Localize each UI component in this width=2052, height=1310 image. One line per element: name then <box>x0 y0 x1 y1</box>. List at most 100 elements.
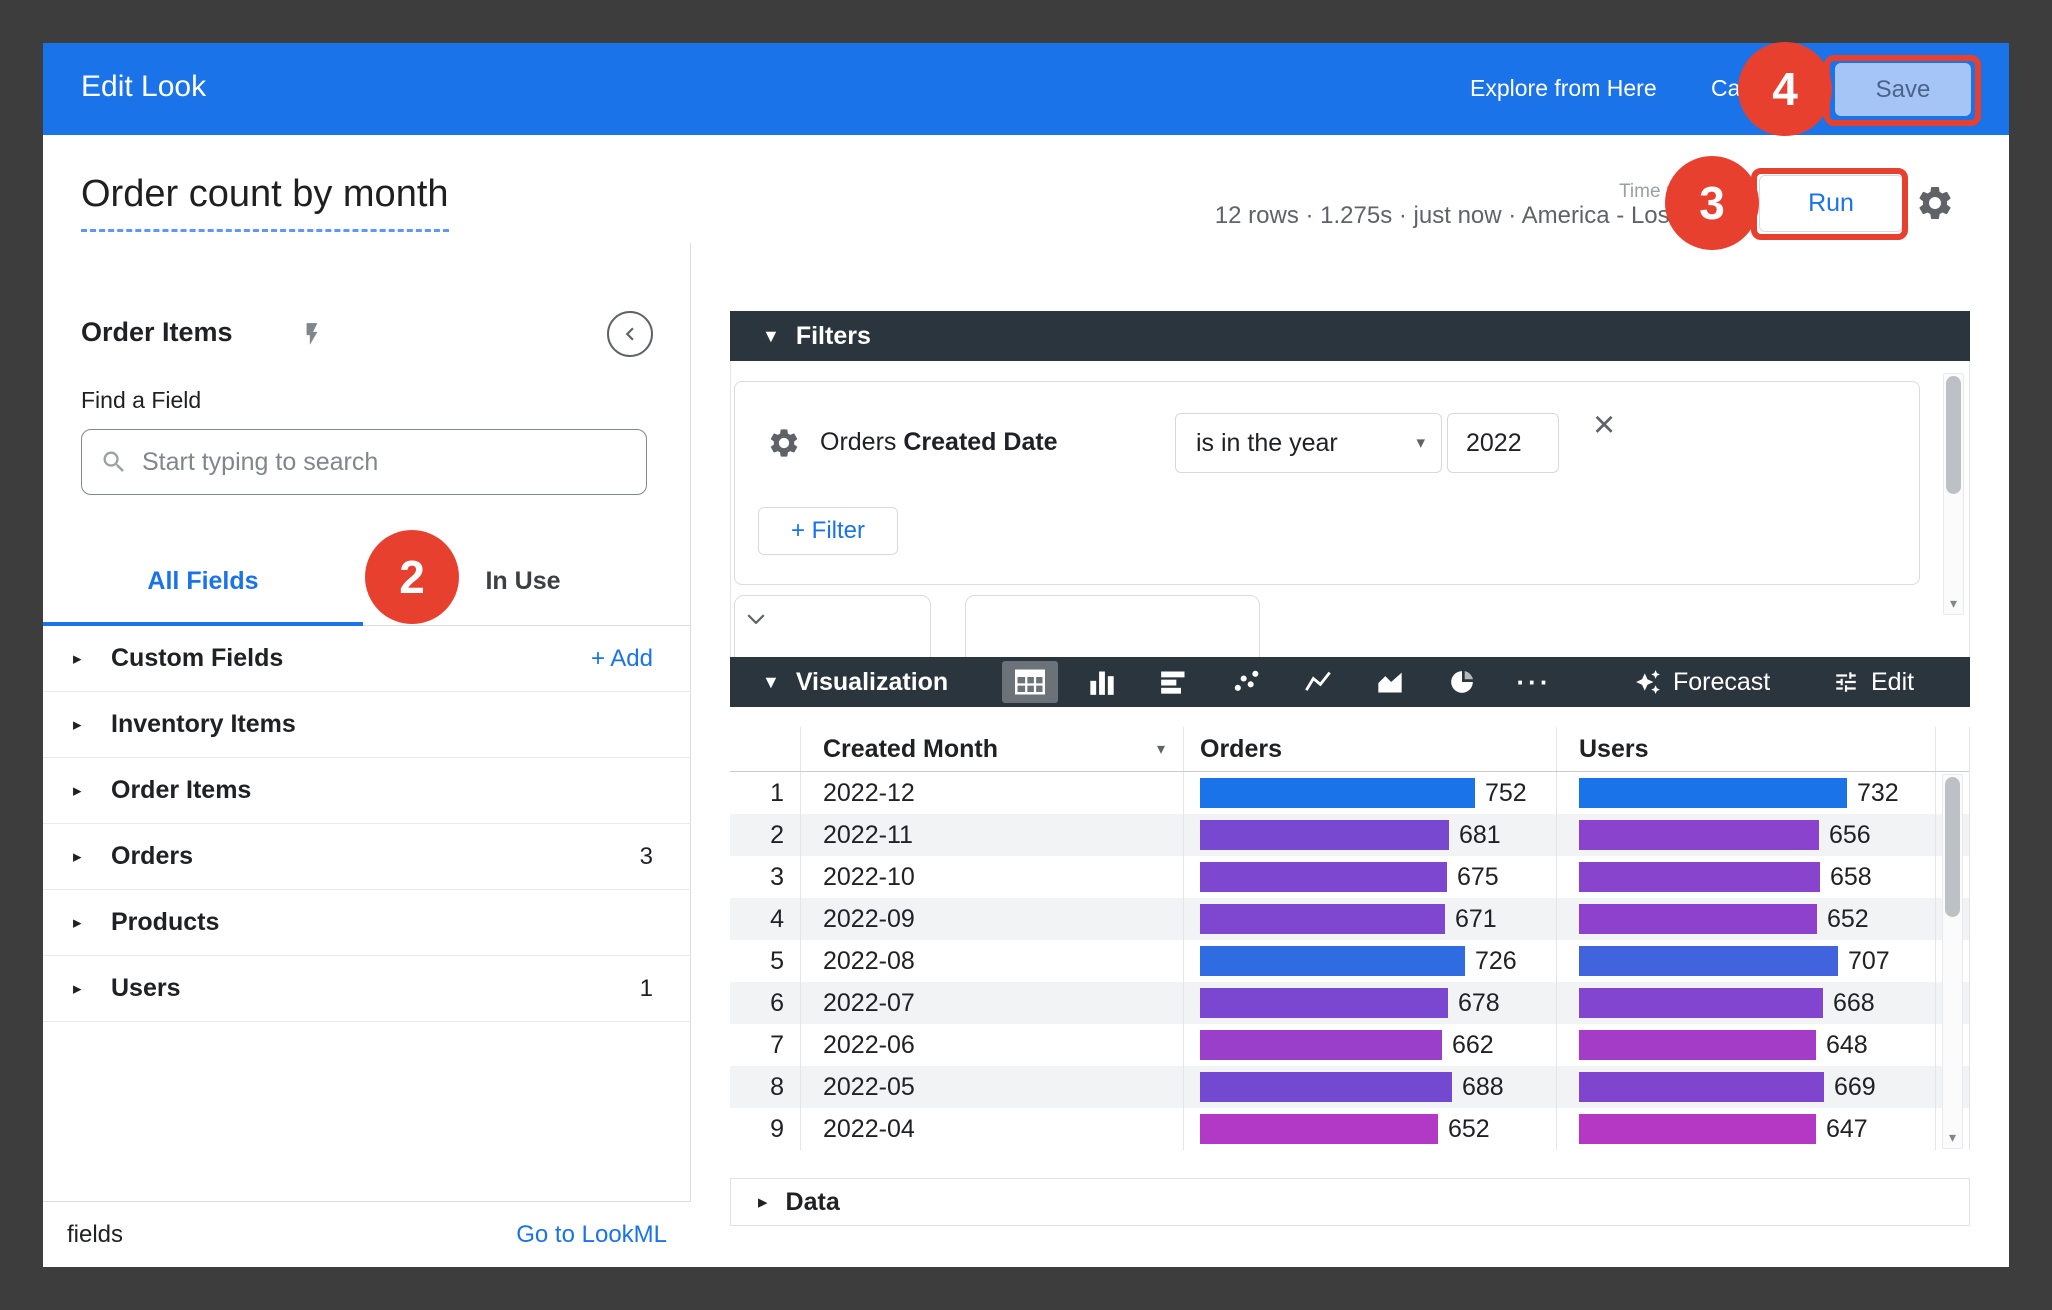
clipped-filter-pill-1[interactable] <box>734 595 931 657</box>
orders-value: 688 <box>1462 1072 1504 1101</box>
orders-bar <box>1200 862 1447 892</box>
cell-orders: 752 <box>1184 772 1557 814</box>
add-custom-field-button[interactable]: + Add <box>590 644 653 672</box>
clipped-filter-pill-2[interactable] <box>965 595 1260 657</box>
sparkle-icon <box>1636 670 1660 694</box>
sidebar-field-group-inventory-items[interactable]: ▸ Inventory Items <box>43 692 691 758</box>
field-search-input[interactable] <box>142 447 628 477</box>
area-chart-icon[interactable] <box>1362 661 1418 703</box>
orders-bar <box>1200 1072 1452 1102</box>
pie-chart-icon[interactable] <box>1434 661 1490 703</box>
go-to-lookml-link[interactable]: Go to LookML <box>516 1220 667 1248</box>
scrollbar-thumb[interactable] <box>1946 376 1961 494</box>
cell-users: 668 <box>1557 982 1936 1024</box>
orders-bar <box>1200 988 1448 1018</box>
table-row[interactable]: 4 2022-09 671 652 <box>730 898 1969 940</box>
filter-value-input[interactable] <box>1447 413 1559 473</box>
sidebar-field-group-order-items[interactable]: ▸ Order Items <box>43 758 691 824</box>
table-row[interactable]: 5 2022-08 726 707 <box>730 940 1969 982</box>
cell-orders: 652 <box>1184 1108 1557 1150</box>
edit-look-window: Edit Look Explore from Here Cancel Save … <box>43 43 2009 1267</box>
table-chart-icon[interactable] <box>1002 661 1058 703</box>
lightning-bolt-icon <box>299 319 325 349</box>
look-title[interactable]: Order count by month <box>81 173 449 232</box>
filters-section-header[interactable]: ▼ Filters <box>730 311 1970 361</box>
cell-created-month: 2022-10 <box>801 856 1184 898</box>
users-value: 668 <box>1833 988 1875 1017</box>
scrollbar-down-arrow[interactable]: ▾ <box>1948 1129 1957 1145</box>
orders-bar <box>1200 1030 1442 1060</box>
table-row[interactable]: 9 2022-04 652 647 <box>730 1108 1969 1150</box>
visualization-section-header[interactable]: ▼ Visualization ··· <box>730 657 1970 707</box>
users-bar <box>1579 1114 1816 1144</box>
table-scrollbar[interactable]: ▾ <box>1942 774 1963 1149</box>
orders-value: 652 <box>1448 1114 1490 1143</box>
filter-row-box: Orders Created Date is in the year ▾ × +… <box>734 381 1920 585</box>
remove-filter-icon[interactable]: × <box>1593 404 1616 446</box>
cell-orders: 678 <box>1184 982 1557 1024</box>
save-button[interactable]: Save <box>1835 63 1971 116</box>
explore-view-title: Order Items <box>81 317 233 347</box>
filter-gear-icon[interactable] <box>767 426 801 460</box>
scatterplot-icon[interactable] <box>1218 661 1274 703</box>
bar-chart-icon[interactable] <box>1146 661 1202 703</box>
annotation-step-3-badge: 3 <box>1665 156 1759 250</box>
sidebar-field-group-orders[interactable]: ▸ Orders 3 <box>43 824 691 890</box>
look-settings-gear-icon[interactable] <box>1915 183 1955 223</box>
visualization-section-title: Visualization <box>795 667 949 696</box>
active-tab-underline <box>43 622 363 626</box>
app-bar: Edit Look Explore from Here Cancel Save <box>43 43 2009 135</box>
table-row[interactable]: 6 2022-07 678 668 <box>730 982 1969 1024</box>
cell-users: 652 <box>1557 898 1936 940</box>
filter-field-bold: Created Date <box>903 428 1058 456</box>
sidebar-field-group-users[interactable]: ▸ Users 1 <box>43 956 691 1022</box>
column-header-users[interactable]: Users <box>1557 727 1936 771</box>
column-chart-icon[interactable] <box>1074 661 1130 703</box>
sidebar-field-group-custom-fields[interactable]: ▸ Custom Fields + Add <box>43 626 691 692</box>
field-count-badge: 3 <box>639 842 653 870</box>
table-row[interactable]: 8 2022-05 688 669 <box>730 1066 1969 1108</box>
sidebar-field-group-products[interactable]: ▸ Products <box>43 890 691 956</box>
field-search-box[interactable] <box>81 429 647 495</box>
caret-down-icon: ▼ <box>762 325 780 346</box>
forecast-button[interactable]: Forecast <box>1635 657 1770 707</box>
explore-from-here-button[interactable]: Explore from Here <box>1470 75 1657 101</box>
table-row[interactable]: 2 2022-11 681 656 <box>730 814 1969 856</box>
more-chart-types-icon[interactable]: ··· <box>1506 661 1562 703</box>
orders-bar <box>1200 820 1449 850</box>
run-button[interactable]: Run <box>1759 175 1903 232</box>
table-row[interactable]: 1 2022-12 752 732 <box>730 772 1969 814</box>
tab-all-fields[interactable]: All Fields <box>147 567 259 595</box>
add-filter-button[interactable]: + Filter <box>758 507 898 555</box>
users-value: 652 <box>1827 904 1869 933</box>
scrollbar-down-arrow[interactable]: ▾ <box>1949 595 1958 611</box>
table-row[interactable]: 3 2022-10 675 658 <box>730 856 1969 898</box>
filter-field-prefix: Orders <box>820 428 897 456</box>
filter-condition-value: is in the year <box>1196 428 1338 457</box>
filters-scrollbar[interactable]: ▾ <box>1943 373 1964 615</box>
header-label: Users <box>1579 734 1649 763</box>
users-bar <box>1579 862 1820 892</box>
header-label: Created Month <box>823 734 998 763</box>
scrollbar-thumb[interactable] <box>1945 777 1960 917</box>
sort-caret-icon: ▾ <box>1156 741 1165 758</box>
cell-users: 669 <box>1557 1066 1936 1108</box>
users-value: 656 <box>1829 820 1871 849</box>
chevron-right-icon: ▸ <box>73 846 82 866</box>
column-header-orders[interactable]: Orders <box>1184 727 1557 771</box>
table-body: 1 2022-12 752 732 2 2022-11 681 656 3 2022-10 675 6… <box>730 772 1969 1150</box>
line-chart-icon[interactable] <box>1290 661 1346 703</box>
column-header-created-month[interactable]: Created Month ▾ <box>801 727 1184 771</box>
row-number-header <box>730 727 801 771</box>
orders-value: 678 <box>1458 988 1500 1017</box>
collapse-sidebar-button[interactable] <box>607 311 653 357</box>
data-section-header[interactable]: ▸ Data <box>730 1178 1970 1226</box>
chevron-down-icon <box>747 611 765 629</box>
filter-condition-dropdown[interactable]: is in the year ▾ <box>1175 413 1442 473</box>
tab-in-use[interactable]: In Use <box>485 567 561 595</box>
timezone-label: Time z <box>1619 181 1676 202</box>
row-number: 7 <box>730 1024 801 1066</box>
edit-visualization-button[interactable]: Edit <box>1833 657 1914 707</box>
table-row[interactable]: 7 2022-06 662 648 <box>730 1024 1969 1066</box>
sidebar-footer: fields Go to LookML <box>43 1201 691 1267</box>
